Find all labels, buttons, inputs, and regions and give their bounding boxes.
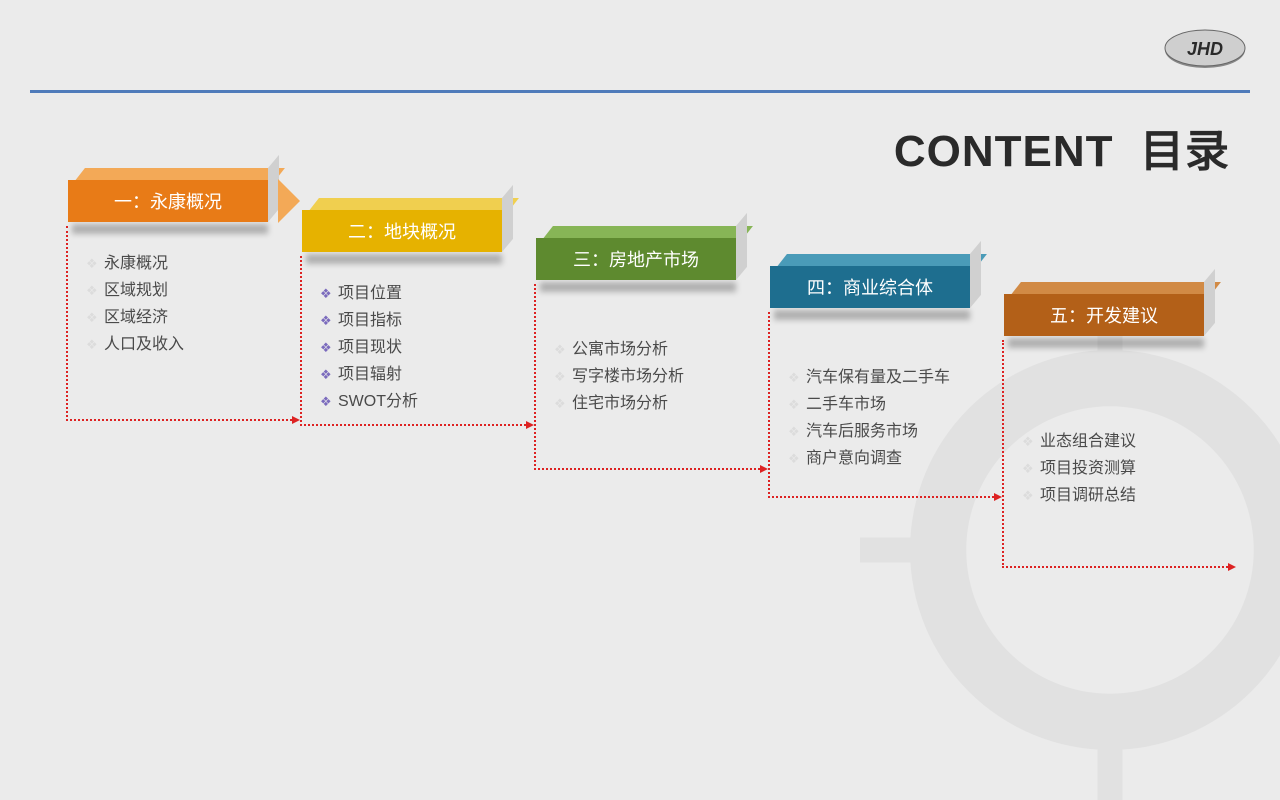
logo-jhd: JHD: [1160, 28, 1250, 77]
title-cn: 目录: [1140, 127, 1230, 176]
section-block-2: 二：地块概况: [302, 210, 502, 252]
section-block-1: 一：永康概况: [68, 180, 268, 222]
title-en: CONTENT: [894, 127, 1114, 176]
block-3d-side: [1204, 269, 1215, 336]
page-title: CONTENT 目录: [894, 115, 1230, 179]
section-block-5: 五：开发建议: [1004, 294, 1204, 336]
connector-arrow-icon: [292, 416, 300, 424]
connector-line: [300, 256, 526, 426]
connector-line: [66, 226, 292, 421]
section-block-3: 三：房地产市场: [536, 238, 736, 280]
connector-arrow-icon: [526, 421, 534, 429]
block-3d-side: [502, 185, 513, 252]
connector-line: [534, 284, 760, 470]
block-3d-side: [736, 213, 747, 280]
svg-text:JHD: JHD: [1187, 39, 1223, 59]
connector-arrow-icon: [760, 465, 768, 473]
connector-line: [1002, 340, 1228, 568]
block-arrow-icon: [278, 179, 300, 223]
header-divider: [30, 90, 1250, 93]
section-block-4: 四：商业综合体: [770, 266, 970, 308]
connector-arrow-icon: [1228, 563, 1236, 571]
block-3d-side: [970, 241, 981, 308]
connector-arrow-icon: [994, 493, 1002, 501]
connector-line: [768, 312, 994, 498]
